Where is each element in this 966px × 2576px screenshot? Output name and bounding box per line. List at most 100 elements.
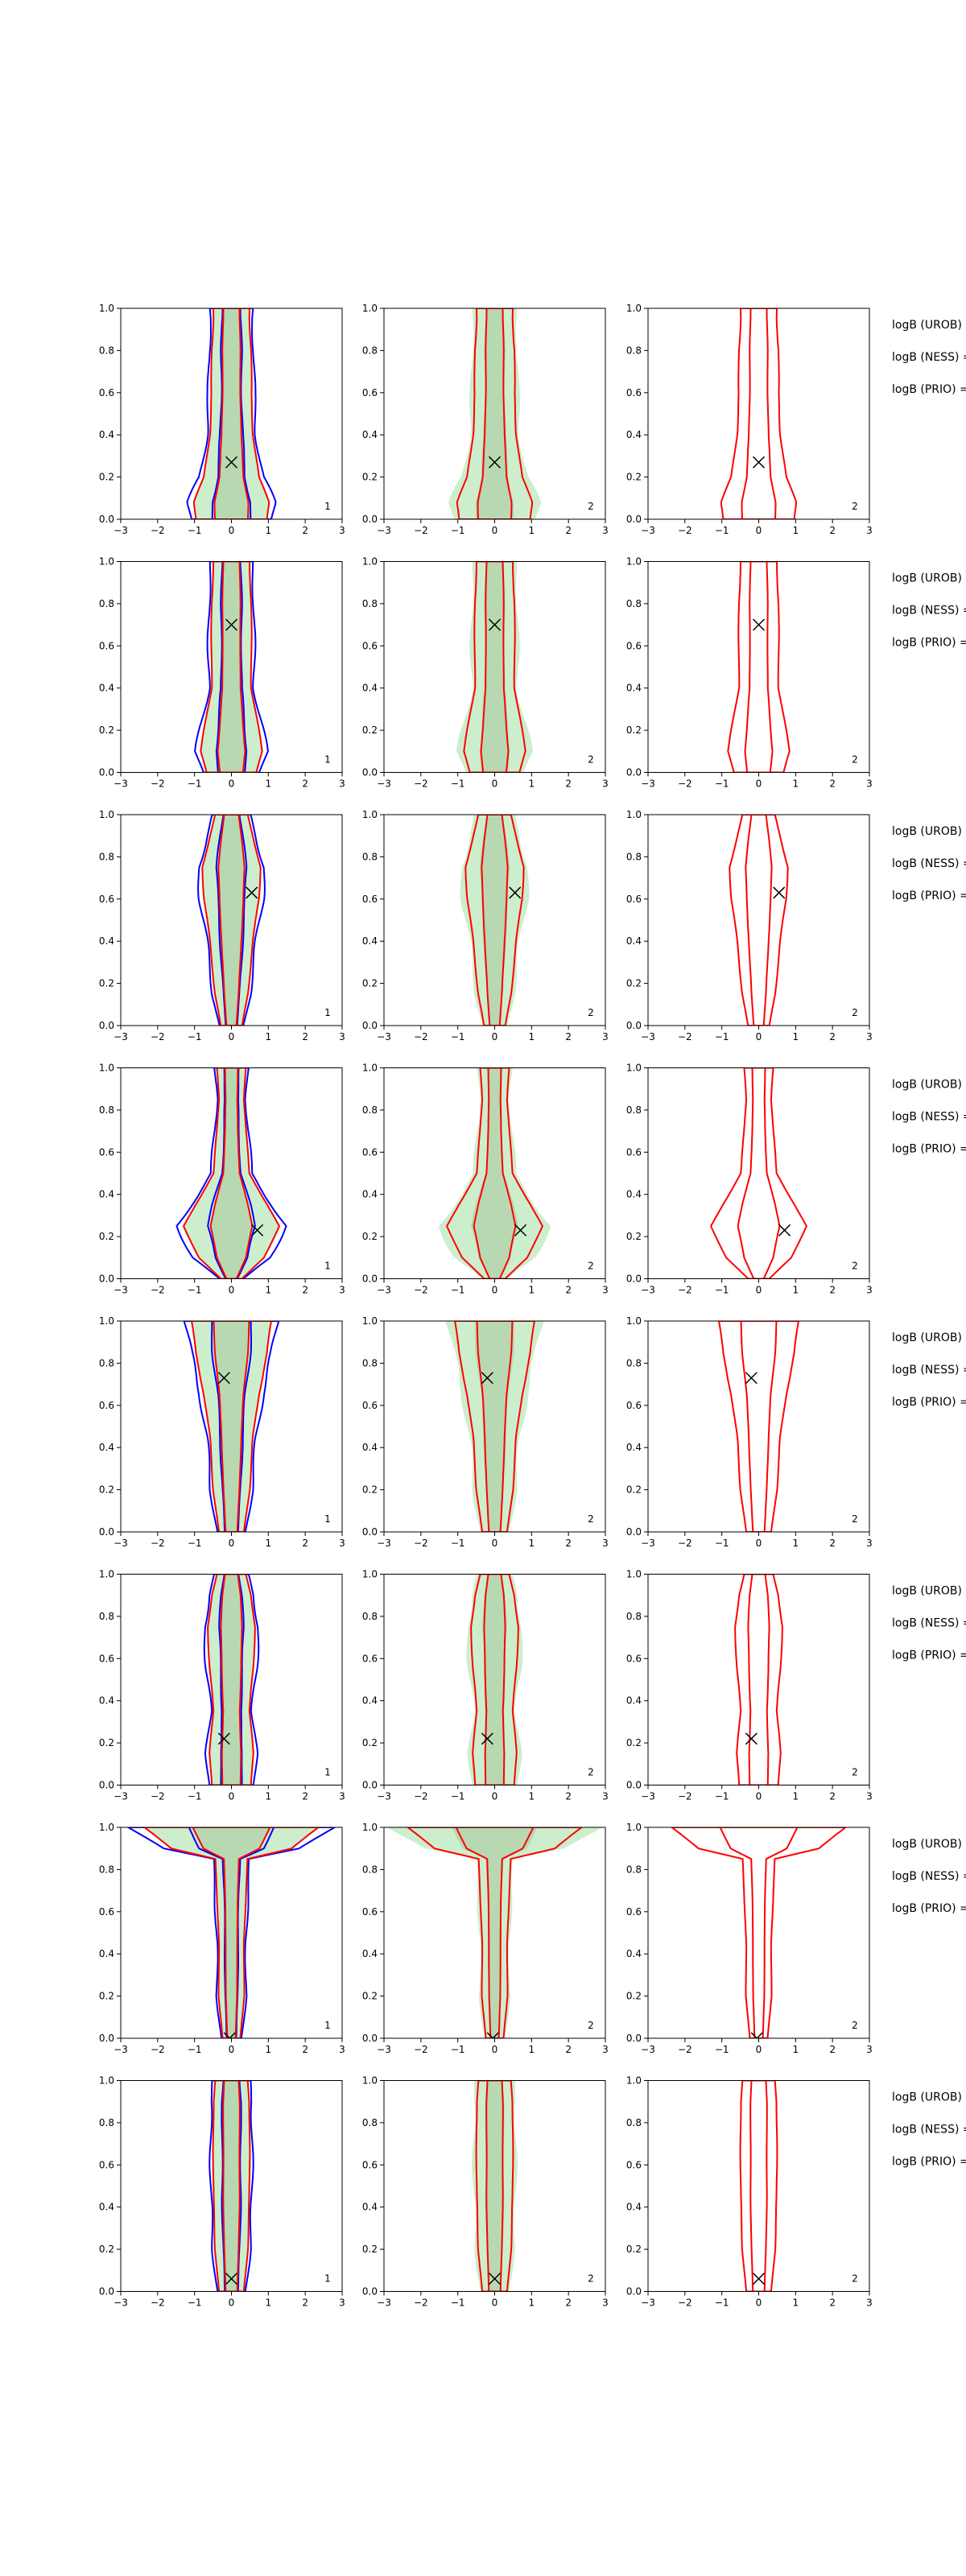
y-tick-label: 0.6 <box>99 1400 114 1411</box>
x-tick-label: 3 <box>602 1031 609 1042</box>
x-tick-label: −1 <box>188 778 202 790</box>
marker-stroke <box>225 2273 238 2285</box>
y-tick-label: 0.4 <box>362 429 378 440</box>
panel-2: −3 −2 −1 0 1 2 3 0.0 0.2 0.4 0.6 0.8 1.0 2 <box>362 1315 609 1549</box>
y-tick-label: 0.8 <box>362 598 378 609</box>
true-value-marker <box>488 618 502 631</box>
panel-label: 2 <box>588 1261 594 1272</box>
blue-contour-outer <box>175 1067 287 1279</box>
logb-label: logB (NESS) = <box>892 351 966 364</box>
y-tick-label: 0.8 <box>626 1357 642 1368</box>
y-tick-label: 0.0 <box>99 1274 114 1285</box>
y-tick-label: 1.0 <box>362 809 378 820</box>
x-tick-label: 3 <box>602 2297 609 2309</box>
x-tick-label: −3 <box>114 2297 128 2309</box>
red-contour-outer <box>406 1827 584 2038</box>
red-contour-outer <box>463 561 526 773</box>
density-fill-inner <box>217 815 246 1026</box>
x-tick-label: 2 <box>565 1791 572 1802</box>
x-tick-label: 1 <box>793 2044 799 2055</box>
y-tick-label: 0.4 <box>99 935 114 947</box>
panel-2: −3 −2 −1 0 1 2 3 0.0 0.2 0.4 0.6 0.8 1.0 2 <box>362 1822 609 2055</box>
x-tick-label: −3 <box>377 1031 391 1042</box>
panel-3: −3 −2 −1 0 1 2 30.00.20.40.60.81.02 <box>626 556 873 790</box>
true-value-marker <box>225 456 238 469</box>
density-fill-inner <box>192 1827 271 2038</box>
true-value-marker <box>773 886 786 899</box>
marker-stroke <box>246 886 258 899</box>
red-contour-inner <box>719 1827 799 2038</box>
y-tick-label: 0.2 <box>99 978 114 989</box>
panel-1: −3 −2 −1 0 1 2 3 0.0 0.2 0.4 0.6 0.8 1.0 1 <box>99 1569 345 1802</box>
y-tick-label: 0.4 <box>362 1948 378 1959</box>
marker-stroke <box>251 1224 264 1236</box>
x-tick-label: −1 <box>715 1791 729 1802</box>
panel-label: 1 <box>324 2020 331 2031</box>
true-value-marker <box>750 2032 763 2038</box>
x-tick-label: 2 <box>302 1538 308 1549</box>
y-tick-label: 0.0 <box>99 1526 114 1538</box>
marker-stroke <box>223 2032 231 2038</box>
contour-area <box>186 308 277 519</box>
panel-label: 2 <box>588 1007 594 1018</box>
x-tick-label: 2 <box>565 2297 572 2309</box>
logb-label: logB (UROB) = <box>892 572 966 585</box>
density-fill-inner <box>213 1321 250 1532</box>
x-tick-label: 2 <box>829 2044 836 2055</box>
x-tick-label: −3 <box>114 525 128 536</box>
contour-area <box>444 1321 545 1532</box>
y-tick-label: 0.2 <box>626 472 642 483</box>
marker-stroke <box>752 456 766 469</box>
x-tick-label: 0 <box>492 2297 498 2309</box>
panel-2: −3 −2 −1 0 1 2 3 0.0 0.2 0.4 0.6 0.8 1.0 2 <box>362 303 609 536</box>
x-tick-label: 2 <box>829 778 836 790</box>
x-tick-label: −1 <box>451 778 465 790</box>
x-tick-label: −3 <box>114 1538 128 1549</box>
y-tick-label: 0.8 <box>626 345 642 356</box>
x-tick-label: 0 <box>229 1285 235 1296</box>
red-contour-outer <box>670 1827 848 2038</box>
true-value-marker <box>251 1224 264 1236</box>
x-tick-label: 2 <box>302 2297 308 2309</box>
x-tick-label: −3 <box>641 1791 655 1802</box>
red-contour-inner <box>220 1574 243 1785</box>
panel-2: −3 −2 −1 0 1 2 3 0.0 0.2 0.4 0.6 0.8 1.0 2 <box>362 1569 609 1802</box>
y-tick-label: 0.8 <box>626 1864 642 1875</box>
y-tick-label: 0.4 <box>99 683 114 694</box>
x-tick-label: 3 <box>866 778 873 790</box>
contour-area <box>448 308 541 519</box>
x-tick-label: 1 <box>266 2044 272 2055</box>
contour-area <box>194 561 269 773</box>
y-tick-label: 0.8 <box>362 2117 378 2128</box>
density-fill-inner <box>221 1574 242 1785</box>
x-tick-label: 1 <box>266 2297 272 2309</box>
x-tick-label: 0 <box>229 1791 235 1802</box>
true-value-marker <box>225 2273 238 2285</box>
panel-label: 1 <box>324 754 331 766</box>
red-contour-outer <box>734 1574 783 1785</box>
red-contour-outer <box>207 1574 256 1785</box>
axes-frame <box>647 561 870 773</box>
x-tick-label: 3 <box>339 525 345 536</box>
y-tick-label: 1.0 <box>626 1569 642 1580</box>
y-tick-label: 0.4 <box>99 1695 114 1707</box>
x-tick-label: 0 <box>492 1031 498 1042</box>
x-tick-label: 3 <box>339 1285 345 1296</box>
logb-legend: logB (UROB) = logB (NESS) = logB (PRIO) = <box>892 1838 966 1915</box>
x-tick-label: −3 <box>641 778 655 790</box>
panel-1: −3 −2 −1 0 1 2 3 0.0 0.2 0.4 0.6 0.8 1.0 1 <box>99 1315 345 1549</box>
x-tick-label: −3 <box>377 2297 391 2309</box>
contour-area <box>386 1827 603 2038</box>
y-tick-label: 0.0 <box>362 2033 378 2044</box>
logb-label: logB (UROB) = <box>892 1331 966 1344</box>
y-tick-label: 0.6 <box>362 640 378 651</box>
panel-label: 2 <box>588 1513 594 1525</box>
red-contour-outer <box>182 1067 281 1279</box>
blue-contour-inner <box>207 1067 256 1279</box>
y-tick-label: 0.2 <box>362 472 378 483</box>
logb-label: logB (NESS) = <box>892 1111 966 1124</box>
figure-row: −3 −2 −1 0 1 2 3 0.0 0.2 0.4 0.6 0.8 1.0 1 −3 −2 −1 0 1 2 3 0… <box>99 1063 966 1296</box>
y-tick-label: 0.0 <box>362 514 378 525</box>
y-tick-label: 0.4 <box>362 1442 378 1453</box>
y-tick-label: 0.0 <box>626 1020 642 1031</box>
